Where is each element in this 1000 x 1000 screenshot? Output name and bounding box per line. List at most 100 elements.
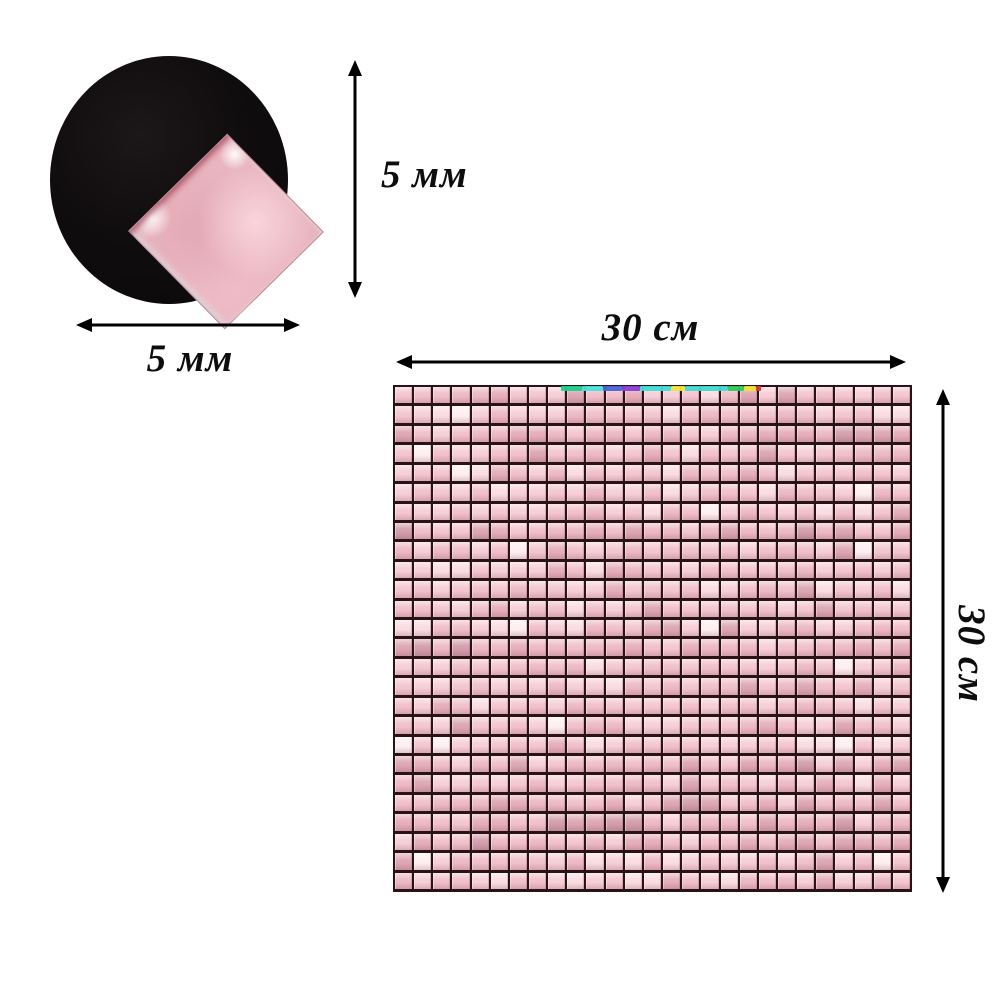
mosaic-tile bbox=[567, 872, 585, 889]
mosaic-tile bbox=[567, 775, 585, 792]
mosaic-tile bbox=[509, 639, 528, 656]
mosaic-tile bbox=[758, 464, 776, 482]
mosaic-tile bbox=[548, 736, 566, 754]
mosaic-tile bbox=[701, 853, 719, 870]
mosaic-tile bbox=[624, 522, 642, 540]
mosaic-tile bbox=[797, 561, 815, 579]
mosaic-tile bbox=[854, 678, 872, 695]
mosaic-tile bbox=[452, 620, 470, 637]
mosaic-tile bbox=[835, 425, 853, 443]
mosaic-tile bbox=[739, 678, 757, 695]
mosaic-tile bbox=[797, 814, 815, 831]
mosaic-tile bbox=[835, 639, 853, 656]
mosaic-tile bbox=[452, 678, 470, 695]
mosaic-tile bbox=[643, 581, 662, 598]
mosaic-tile bbox=[643, 542, 662, 559]
mosaic-tile bbox=[490, 639, 508, 656]
mosaic-tile bbox=[892, 522, 910, 540]
mosaic-tile bbox=[663, 697, 681, 715]
mosaic-tile bbox=[720, 600, 738, 618]
mosaic-tile bbox=[490, 581, 508, 598]
mosaic-tile bbox=[567, 522, 585, 540]
mosaic-tile bbox=[567, 464, 585, 482]
mosaic-tile bbox=[643, 775, 662, 792]
mosaic-tile bbox=[663, 581, 681, 598]
mosaic-tile bbox=[529, 814, 547, 831]
mosaic-tile bbox=[471, 542, 489, 559]
mosaic-tile bbox=[643, 717, 662, 734]
mosaic-tile bbox=[663, 794, 681, 812]
mosaic-tile bbox=[682, 717, 700, 734]
mosaic-tile bbox=[509, 872, 528, 889]
tile-height-label: 5 мм bbox=[381, 153, 468, 196]
mosaic-tile bbox=[701, 620, 719, 637]
mosaic-tile bbox=[797, 503, 815, 520]
mosaic-tile bbox=[433, 756, 451, 773]
iridescent-streak bbox=[685, 386, 728, 391]
mosaic-tile bbox=[797, 639, 815, 656]
mosaic-tile bbox=[758, 697, 776, 715]
mosaic-tile bbox=[509, 387, 528, 404]
iridescent-streak bbox=[582, 386, 603, 391]
mosaic-tile bbox=[548, 406, 566, 423]
mosaic-tile bbox=[605, 756, 623, 773]
mosaic-tile bbox=[586, 697, 604, 715]
mosaic-tile bbox=[682, 425, 700, 443]
mosaic-tile bbox=[414, 678, 432, 695]
mosaic-tile bbox=[490, 600, 508, 618]
mosaic-tile bbox=[682, 561, 700, 579]
mosaic-tile bbox=[490, 425, 508, 443]
mosaic-tile bbox=[701, 425, 719, 443]
mosaic-tile bbox=[509, 775, 528, 792]
mosaic-grid bbox=[395, 387, 910, 889]
mosaic-tile bbox=[758, 484, 776, 501]
mosaic-tile bbox=[797, 387, 815, 404]
mosaic-tile bbox=[758, 445, 776, 462]
mosaic-tile bbox=[720, 639, 738, 656]
mosaic-tile bbox=[586, 425, 604, 443]
mosaic-tile bbox=[433, 464, 451, 482]
mosaic-tile bbox=[548, 872, 566, 889]
mosaic-tile bbox=[605, 678, 623, 695]
mosaic-tile bbox=[586, 484, 604, 501]
mosaic-tile bbox=[682, 833, 700, 851]
mosaic-tile bbox=[720, 445, 738, 462]
mosaic-tile bbox=[414, 406, 432, 423]
mosaic-tile bbox=[720, 387, 738, 404]
mosaic-tile bbox=[816, 678, 834, 695]
mosaic-tile bbox=[701, 678, 719, 695]
mosaic-tile bbox=[835, 697, 853, 715]
mosaic-tile bbox=[835, 620, 853, 637]
mosaic-tile bbox=[797, 717, 815, 734]
mosaic-tile bbox=[490, 697, 508, 715]
mosaic-tile bbox=[816, 484, 834, 501]
mosaic-tile bbox=[663, 736, 681, 754]
mosaic-tile bbox=[567, 639, 585, 656]
mosaic-tile bbox=[777, 853, 796, 870]
mosaic-tile bbox=[529, 872, 547, 889]
mosaic-tile bbox=[797, 756, 815, 773]
mosaic-tile bbox=[682, 445, 700, 462]
mosaic-tile bbox=[471, 445, 489, 462]
mosaic-tile bbox=[892, 406, 910, 423]
mosaic-tile bbox=[643, 484, 662, 501]
mosaic-tile bbox=[395, 658, 413, 676]
mosaic-tile bbox=[509, 464, 528, 482]
mosaic-tile bbox=[567, 736, 585, 754]
mosaic-tile bbox=[548, 503, 566, 520]
mosaic-tile bbox=[395, 833, 413, 851]
mosaic-tile bbox=[452, 542, 470, 559]
mosaic-tile bbox=[663, 561, 681, 579]
mosaic-tile bbox=[509, 484, 528, 501]
mosaic-tile bbox=[490, 833, 508, 851]
mosaic-tile bbox=[701, 445, 719, 462]
mosaic-tile bbox=[739, 542, 757, 559]
mosaic-tile bbox=[433, 600, 451, 618]
mosaic-tile bbox=[816, 736, 834, 754]
mosaic-tile bbox=[797, 464, 815, 482]
mosaic-tile bbox=[797, 736, 815, 754]
mosaic-tile bbox=[433, 658, 451, 676]
mosaic-tile bbox=[682, 600, 700, 618]
mosaic-tile bbox=[835, 561, 853, 579]
mosaic-tile bbox=[471, 872, 489, 889]
